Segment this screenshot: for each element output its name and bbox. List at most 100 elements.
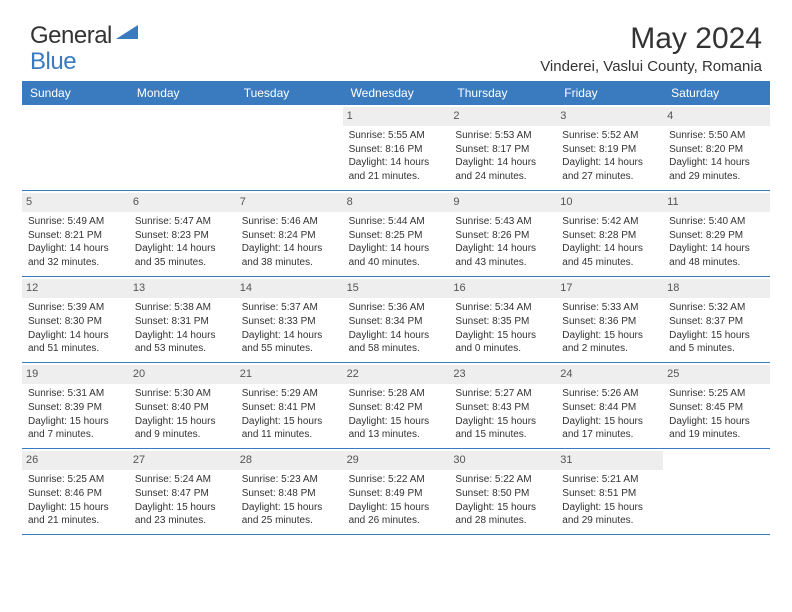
day-number: 13 bbox=[129, 279, 236, 298]
day-number: 2 bbox=[449, 107, 556, 126]
day-info: Sunrise: 5:52 AMSunset: 8:19 PMDaylight:… bbox=[562, 129, 657, 184]
day-cell: 27Sunrise: 5:24 AMSunset: 8:47 PMDayligh… bbox=[129, 449, 236, 534]
day-info: Sunrise: 5:30 AMSunset: 8:40 PMDaylight:… bbox=[135, 387, 230, 442]
day-info: Sunrise: 5:36 AMSunset: 8:34 PMDaylight:… bbox=[349, 301, 444, 356]
day-number: 11 bbox=[663, 193, 770, 212]
day-cell: 24 Sunrise: 5:26 AMSunset: 8:44 PMDayligh… bbox=[556, 363, 663, 448]
day-number: 16 bbox=[449, 279, 556, 298]
week-row: 19 Sunrise: 5:31 AMSunset: 8:39 PMDayligh… bbox=[22, 363, 770, 449]
day-cell: 25Sunrise: 5:25 AMSunset: 8:45 PMDayligh… bbox=[663, 363, 770, 448]
day-number: 29 bbox=[343, 451, 450, 470]
day-cell: 28 Sunrise: 5:23 AMSunset: 8:48 PMDayligh… bbox=[236, 449, 343, 534]
logo-triangle-icon bbox=[116, 23, 138, 44]
day-info: Sunrise: 5:23 AMSunset: 8:48 PMDaylight:… bbox=[242, 473, 337, 528]
day-number: 9 bbox=[449, 193, 556, 212]
week-row: 5Sunrise: 5:49 AMSunset: 8:21 PMDaylight… bbox=[22, 191, 770, 277]
day-number: 6 bbox=[129, 193, 236, 212]
day-cell: 2 Sunrise: 5:53 AMSunset: 8:17 PMDaylight… bbox=[449, 105, 556, 190]
day-number: 3 bbox=[556, 107, 663, 126]
day-info: Sunrise: 5:21 AMSunset: 8:51 PMDaylight:… bbox=[562, 473, 657, 528]
day-info: Sunrise: 5:24 AMSunset: 8:47 PMDaylight:… bbox=[135, 473, 230, 528]
day-number: 20 bbox=[129, 365, 236, 384]
day-cell: 12 Sunrise: 5:39 AMSunset: 8:30 PMDayligh… bbox=[22, 277, 129, 362]
day-cell: 29Sunrise: 5:22 AMSunset: 8:49 PMDayligh… bbox=[343, 449, 450, 534]
day-info: Sunrise: 5:46 AMSunset: 8:24 PMDaylight:… bbox=[242, 215, 337, 270]
day-info: Sunrise: 5:31 AMSunset: 8:39 PMDaylight:… bbox=[28, 387, 123, 442]
day-number: 24 bbox=[556, 365, 663, 384]
day-cell: 14 Sunrise: 5:37 AMSunset: 8:33 PMDayligh… bbox=[236, 277, 343, 362]
day-cell: 4Sunrise: 5:50 AMSunset: 8:20 PMDaylight… bbox=[663, 105, 770, 190]
day-info: Sunrise: 5:39 AMSunset: 8:30 PMDaylight:… bbox=[28, 301, 123, 356]
day-cell: 7 Sunrise: 5:46 AMSunset: 8:24 PMDaylight… bbox=[236, 191, 343, 276]
day-info: Sunrise: 5:40 AMSunset: 8:29 PMDaylight:… bbox=[669, 215, 764, 270]
day-info: Sunrise: 5:49 AMSunset: 8:21 PMDaylight:… bbox=[28, 215, 123, 270]
day-cell: 22Sunrise: 5:28 AMSunset: 8:42 PMDayligh… bbox=[343, 363, 450, 448]
day-number: 31 bbox=[556, 451, 663, 470]
day-info: Sunrise: 5:29 AMSunset: 8:41 PMDaylight:… bbox=[242, 387, 337, 442]
weekday-header-cell: Wednesday bbox=[343, 81, 450, 105]
header: General May 2024 Vinderei, Vaslui County… bbox=[0, 0, 792, 81]
weekday-header-cell: Friday bbox=[556, 81, 663, 105]
day-info: Sunrise: 5:33 AMSunset: 8:36 PMDaylight:… bbox=[562, 301, 657, 356]
week-row: 1Sunrise: 5:55 AMSunset: 8:16 PMDaylight… bbox=[22, 105, 770, 191]
weekday-header-row: SundayMondayTuesdayWednesdayThursdayFrid… bbox=[22, 81, 770, 105]
day-cell: 18 Sunrise: 5:32 AMSunset: 8:37 PMDayligh… bbox=[663, 277, 770, 362]
day-number: 12 bbox=[22, 279, 129, 298]
day-number: 4 bbox=[663, 107, 770, 126]
day-cell: 13 Sunrise: 5:38 AMSunset: 8:31 PMDayligh… bbox=[129, 277, 236, 362]
weekday-header-cell: Saturday bbox=[663, 81, 770, 105]
day-info: Sunrise: 5:27 AMSunset: 8:43 PMDaylight:… bbox=[455, 387, 550, 442]
day-number: 10 bbox=[556, 193, 663, 212]
day-number: 23 bbox=[449, 365, 556, 384]
day-cell: 26Sunrise: 5:25 AMSunset: 8:46 PMDayligh… bbox=[22, 449, 129, 534]
day-info: Sunrise: 5:32 AMSunset: 8:37 PMDaylight:… bbox=[669, 301, 764, 356]
day-number: 1 bbox=[343, 107, 450, 126]
day-number: 28 bbox=[236, 451, 343, 470]
weeks-container: 1Sunrise: 5:55 AMSunset: 8:16 PMDaylight… bbox=[22, 105, 770, 535]
logo-text-blue: Blue bbox=[30, 48, 76, 76]
day-info: Sunrise: 5:53 AMSunset: 8:17 PMDaylight:… bbox=[455, 129, 550, 184]
day-info: Sunrise: 5:42 AMSunset: 8:28 PMDaylight:… bbox=[562, 215, 657, 270]
day-cell bbox=[22, 105, 129, 190]
weekday-header-cell: Monday bbox=[129, 81, 236, 105]
day-info: Sunrise: 5:47 AMSunset: 8:23 PMDaylight:… bbox=[135, 215, 230, 270]
day-info: Sunrise: 5:25 AMSunset: 8:46 PMDaylight:… bbox=[28, 473, 123, 528]
day-cell: 17 Sunrise: 5:33 AMSunset: 8:36 PMDayligh… bbox=[556, 277, 663, 362]
day-cell: 11 Sunrise: 5:40 AMSunset: 8:29 PMDayligh… bbox=[663, 191, 770, 276]
weekday-header-cell: Tuesday bbox=[236, 81, 343, 105]
day-cell: 5Sunrise: 5:49 AMSunset: 8:21 PMDaylight… bbox=[22, 191, 129, 276]
day-cell: 23 Sunrise: 5:27 AMSunset: 8:43 PMDayligh… bbox=[449, 363, 556, 448]
day-cell: 10 Sunrise: 5:42 AMSunset: 8:28 PMDayligh… bbox=[556, 191, 663, 276]
day-cell: 21 Sunrise: 5:29 AMSunset: 8:41 PMDayligh… bbox=[236, 363, 343, 448]
logo: General bbox=[30, 22, 140, 50]
day-number: 14 bbox=[236, 279, 343, 298]
day-cell: 8Sunrise: 5:44 AMSunset: 8:25 PMDaylight… bbox=[343, 191, 450, 276]
day-cell: 30 Sunrise: 5:22 AMSunset: 8:50 PMDayligh… bbox=[449, 449, 556, 534]
week-row: 12 Sunrise: 5:39 AMSunset: 8:30 PMDayligh… bbox=[22, 277, 770, 363]
day-cell: 6 Sunrise: 5:47 AMSunset: 8:23 PMDaylight… bbox=[129, 191, 236, 276]
day-info: Sunrise: 5:26 AMSunset: 8:44 PMDaylight:… bbox=[562, 387, 657, 442]
day-cell: 20 Sunrise: 5:30 AMSunset: 8:40 PMDayligh… bbox=[129, 363, 236, 448]
title-block: May 2024 Vinderei, Vaslui County, Romani… bbox=[540, 22, 762, 75]
day-info: Sunrise: 5:38 AMSunset: 8:31 PMDaylight:… bbox=[135, 301, 230, 356]
day-cell: 9 Sunrise: 5:43 AMSunset: 8:26 PMDaylight… bbox=[449, 191, 556, 276]
day-cell bbox=[663, 449, 770, 534]
day-cell: 31 Sunrise: 5:21 AMSunset: 8:51 PMDayligh… bbox=[556, 449, 663, 534]
day-cell: 1Sunrise: 5:55 AMSunset: 8:16 PMDaylight… bbox=[343, 105, 450, 190]
day-info: Sunrise: 5:22 AMSunset: 8:50 PMDaylight:… bbox=[455, 473, 550, 528]
day-info: Sunrise: 5:37 AMSunset: 8:33 PMDaylight:… bbox=[242, 301, 337, 356]
day-number: 18 bbox=[663, 279, 770, 298]
day-cell: 15Sunrise: 5:36 AMSunset: 8:34 PMDayligh… bbox=[343, 277, 450, 362]
calendar: SundayMondayTuesdayWednesdayThursdayFrid… bbox=[0, 81, 792, 535]
day-cell: 3 Sunrise: 5:52 AMSunset: 8:19 PMDaylight… bbox=[556, 105, 663, 190]
day-number: 21 bbox=[236, 365, 343, 384]
day-number: 7 bbox=[236, 193, 343, 212]
day-info: Sunrise: 5:43 AMSunset: 8:26 PMDaylight:… bbox=[455, 215, 550, 270]
day-number: 19 bbox=[22, 365, 129, 384]
day-number: 25 bbox=[663, 365, 770, 384]
day-cell: 16 Sunrise: 5:34 AMSunset: 8:35 PMDayligh… bbox=[449, 277, 556, 362]
day-info: Sunrise: 5:34 AMSunset: 8:35 PMDaylight:… bbox=[455, 301, 550, 356]
day-number: 17 bbox=[556, 279, 663, 298]
weekday-header-cell: Sunday bbox=[22, 81, 129, 105]
day-number: 30 bbox=[449, 451, 556, 470]
